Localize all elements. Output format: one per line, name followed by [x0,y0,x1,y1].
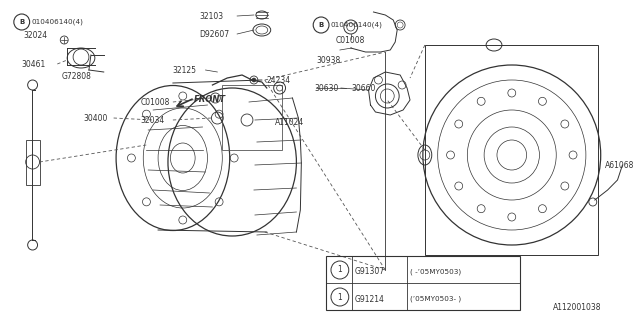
Text: 30400: 30400 [83,114,108,123]
Text: 1: 1 [337,266,342,275]
Circle shape [14,14,29,30]
Text: 30630: 30630 [314,84,339,92]
Text: B: B [19,19,24,25]
Bar [26,140,40,185]
Text: A61068: A61068 [605,161,634,170]
Text: 32125: 32125 [173,66,197,75]
Text: 32034: 32034 [140,116,164,124]
Circle shape [331,261,349,279]
Text: 010406140(4): 010406140(4) [331,22,383,28]
Text: FRONT: FRONT [194,94,226,103]
Text: 30938: 30938 [316,55,340,65]
Text: D92607: D92607 [200,29,230,38]
Text: 32024: 32024 [24,30,48,39]
Text: A112001038: A112001038 [554,303,602,312]
Circle shape [252,78,256,82]
Text: ( -’05MY0503): ( -’05MY0503) [410,269,461,275]
Text: 30660: 30660 [352,84,376,92]
Text: C01008: C01008 [336,36,365,44]
Text: A11024: A11024 [275,117,304,126]
Text: 24234: 24234 [267,76,291,84]
Text: C01008: C01008 [140,98,170,107]
Text: G72808: G72808 [61,71,91,81]
Text: 32103: 32103 [200,12,224,20]
Text: 30461: 30461 [22,60,46,68]
Text: G91214: G91214 [355,294,385,303]
Text: G91307: G91307 [355,268,385,276]
Text: (’05MY0503- ): (’05MY0503- ) [410,296,461,302]
Text: 1: 1 [337,292,342,301]
Circle shape [313,17,329,33]
Text: 010406140(4): 010406140(4) [31,19,83,25]
Bar [326,256,520,310]
Bar [425,45,598,255]
Bar [222,85,282,150]
Circle shape [331,288,349,306]
Text: B: B [319,22,324,28]
